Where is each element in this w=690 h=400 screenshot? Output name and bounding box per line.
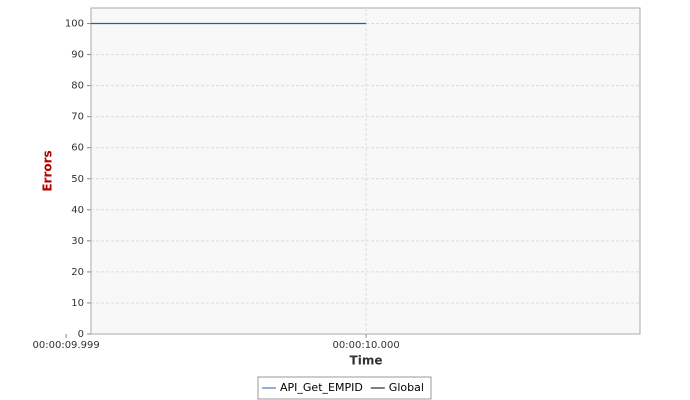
y-tick-label: 100: [65, 19, 84, 30]
x-tick-label: 00:00:09.999: [33, 340, 100, 351]
y-tick-label: 50: [71, 174, 84, 185]
y-tick-label: 90: [71, 50, 84, 61]
y-tick-label: 10: [71, 298, 84, 309]
x-tick-label: 00:00:10.000: [333, 340, 400, 351]
x-axis-label: Time: [350, 354, 383, 368]
y-tick-label: 70: [71, 112, 84, 123]
legend-items: API_Get_EMPID Global: [262, 381, 424, 394]
y-tick-label: 20: [71, 267, 84, 278]
y-axis-label: Errors: [41, 150, 55, 191]
y-tick-label: 80: [71, 81, 84, 92]
y-tick-label: 30: [71, 236, 84, 247]
plot-area: [90, 7, 641, 335]
legend: [257, 376, 432, 400]
y-tick-label: 40: [71, 205, 84, 216]
y-tick-label: 60: [71, 143, 84, 154]
legend-label: API_Get_EMPID: [280, 381, 363, 394]
y-tick-label: 0: [78, 329, 84, 340]
legend-label: Global: [389, 381, 424, 394]
